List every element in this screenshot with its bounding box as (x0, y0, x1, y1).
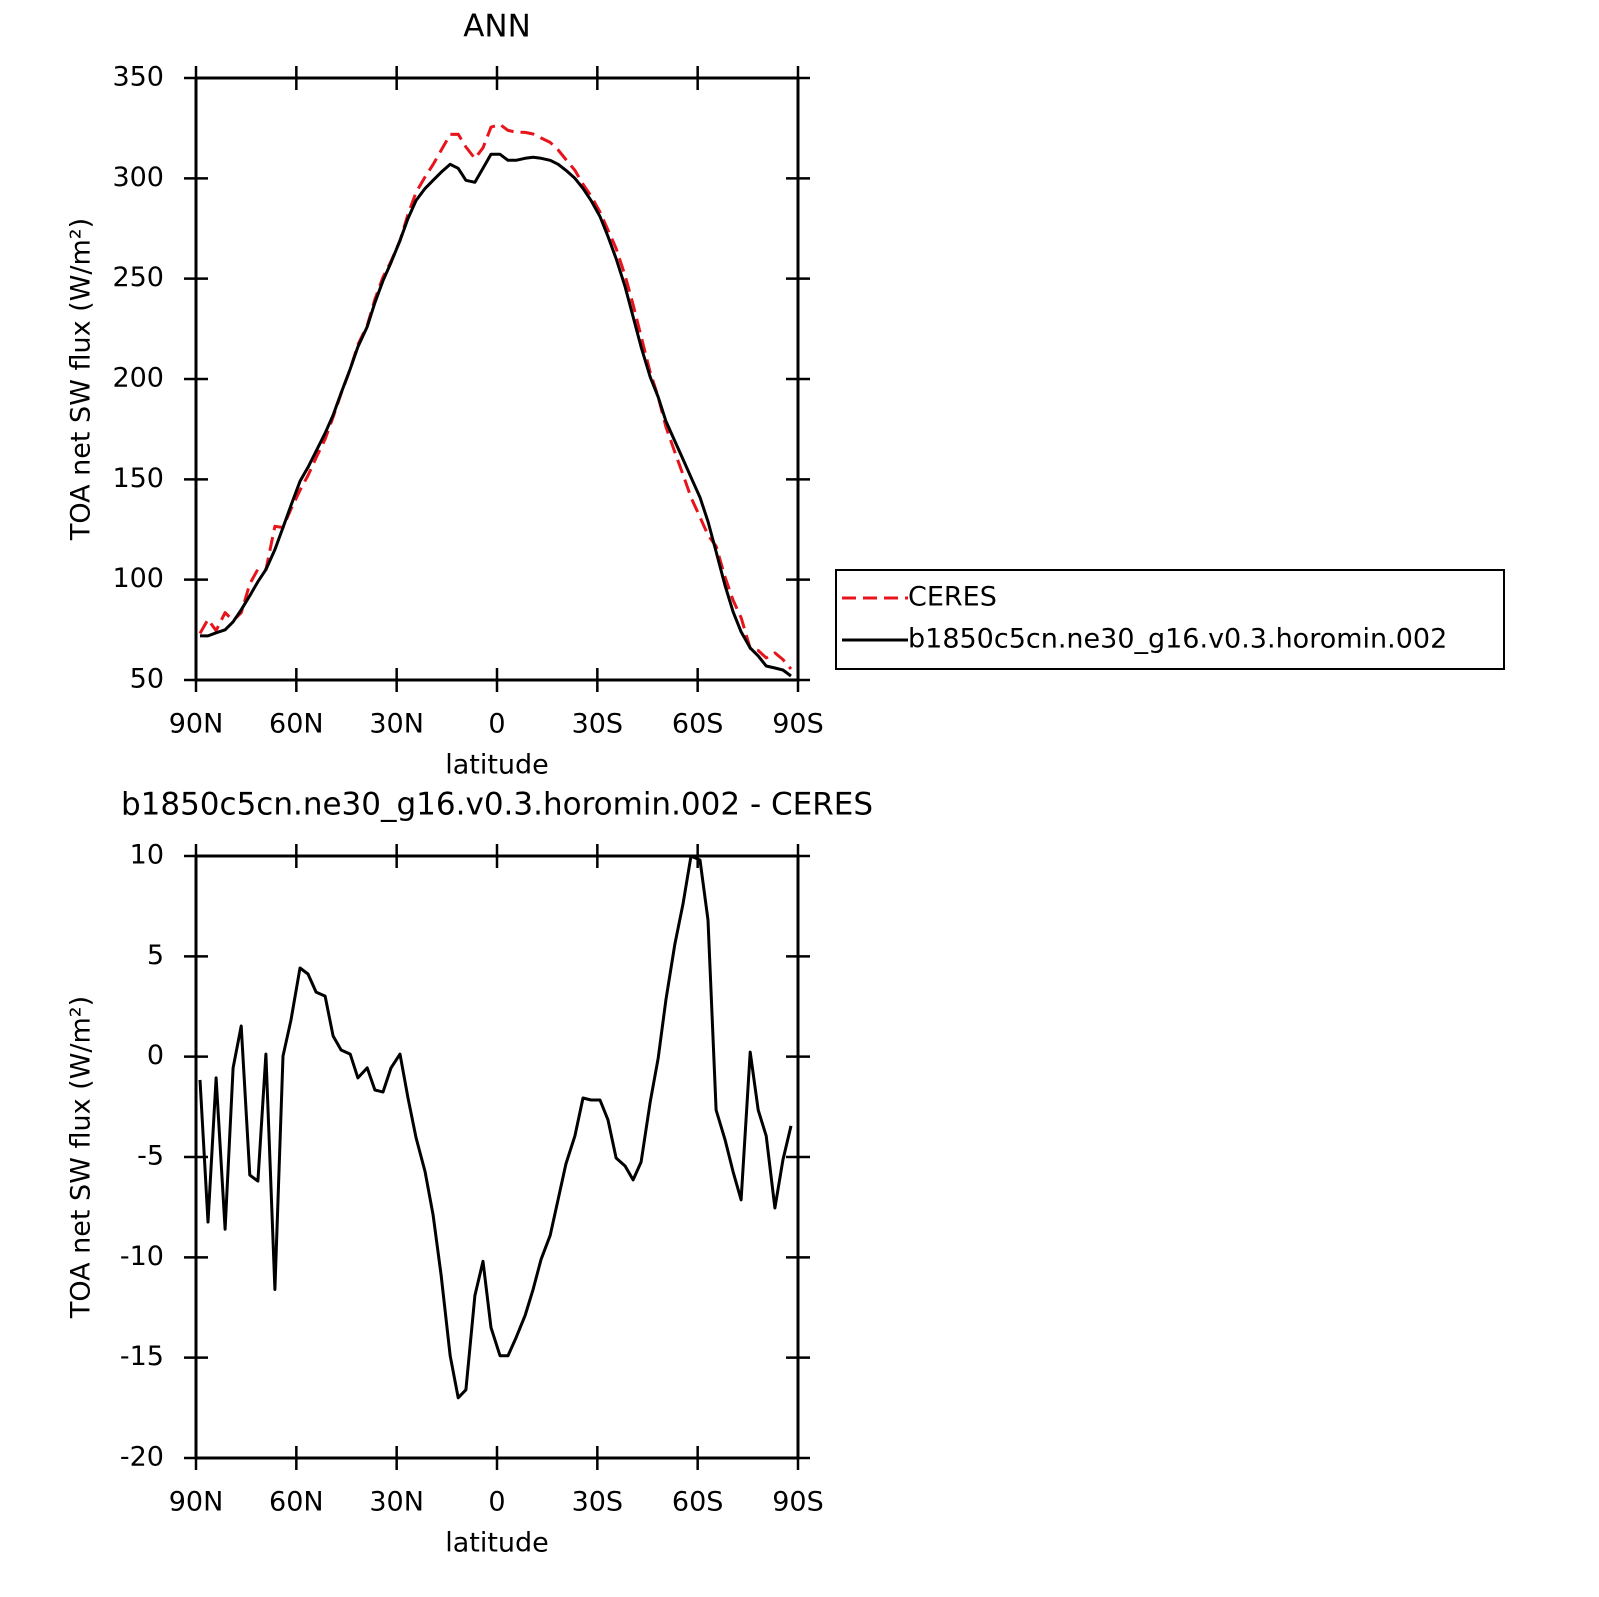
x-tick-label: 0 (488, 1487, 505, 1518)
x-tick-label: 30S (572, 1487, 624, 1518)
x-tick-label: 90N (169, 709, 224, 740)
y-tick-label: -10 (120, 1241, 164, 1272)
data-line (198, 122, 793, 670)
x-tick-label: 60N (269, 1487, 324, 1518)
data-line (198, 854, 793, 1400)
y-tick-label: 0 (147, 1040, 164, 1071)
chart-title: b1850c5cn.ne30_g16.v0.3.horomin.002 - CE… (121, 787, 873, 823)
x-tick-label: 60S (672, 709, 724, 740)
plot-frame (194, 854, 800, 1460)
y-tick-label: 250 (112, 262, 164, 293)
plot-frame (194, 76, 800, 682)
x-tick-label: 30N (369, 709, 424, 740)
y-tick-label: -5 (137, 1141, 164, 1172)
y-tick-label: 300 (112, 162, 164, 193)
data-line (200, 152, 792, 678)
y-tick-label: -20 (120, 1442, 164, 1473)
x-tick-label: 90S (772, 709, 824, 740)
x-tick-label: 60N (269, 709, 324, 740)
y-tick-label: 50 (130, 664, 164, 695)
y-axis-label: TOA net SW flux (W/m²) (66, 996, 97, 1319)
y-tick-label: 5 (147, 940, 164, 971)
x-tick-label: 90S (772, 1487, 824, 1518)
legend-box (835, 569, 1505, 670)
y-tick-label: 350 (112, 62, 164, 93)
x-axis-label: latitude (445, 750, 549, 781)
x-axis-label: latitude (445, 1528, 549, 1559)
x-tick-label: 30N (369, 1487, 424, 1518)
y-tick-label: 150 (112, 463, 164, 494)
y-axis-label: TOA net SW flux (W/m²) (66, 218, 97, 541)
chart-title: ANN (463, 9, 531, 45)
x-tick-label: 90N (169, 1487, 224, 1518)
y-tick-label: 200 (112, 363, 164, 394)
y-tick-label: 10 (130, 840, 164, 871)
y-tick-label: -15 (120, 1341, 164, 1372)
x-tick-label: 30S (572, 709, 624, 740)
x-tick-label: 60S (672, 1487, 724, 1518)
x-tick-label: 0 (488, 709, 505, 740)
y-tick-label: 100 (112, 563, 164, 594)
legend-label: CERES (908, 582, 997, 613)
legend-label: b1850c5cn.ne30_g16.v0.3.horomin.002 (908, 624, 1447, 655)
